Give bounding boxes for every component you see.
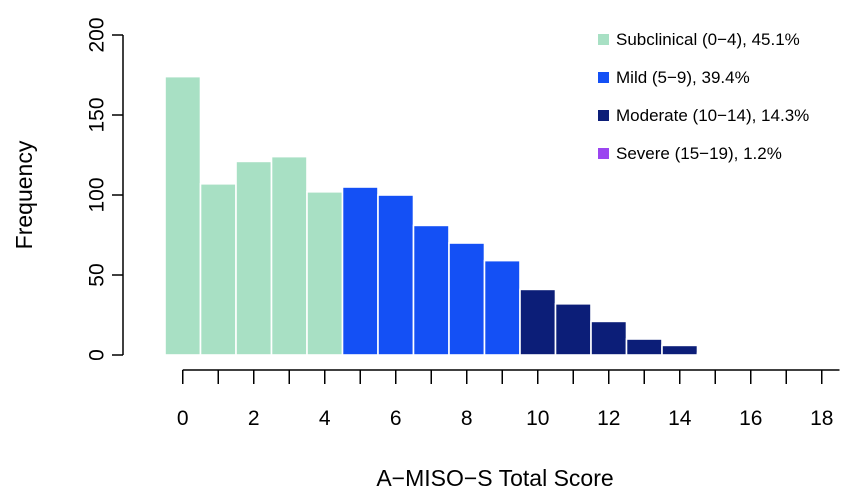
- x-tick-label-0: 0: [177, 407, 189, 430]
- x-tick-label-18: 18: [810, 407, 833, 430]
- legend: Subclinical (0−4), 45.1% Mild (5−9), 39.4…: [598, 30, 809, 163]
- y-tick-label-150: 150: [86, 97, 109, 132]
- bar-5: [341, 186, 379, 356]
- legend-label-3: Severe (15−19), 1.2%: [616, 144, 782, 163]
- bars: [164, 75, 805, 356]
- x-axis-label: A−MISO−S Total Score: [376, 465, 613, 491]
- bar-10: [519, 288, 557, 356]
- x-tick-label-2: 2: [248, 407, 260, 430]
- legend-label-2: Moderate (10−14), 14.3%: [616, 106, 809, 125]
- bar-14: [661, 344, 699, 356]
- y-tick-label-200: 200: [86, 17, 109, 52]
- bar-12: [590, 320, 628, 356]
- bar-9: [483, 259, 521, 356]
- bar-16: [732, 352, 770, 356]
- y-axis-label: Frequency: [11, 140, 37, 249]
- bar-11: [554, 302, 592, 356]
- bar-1: [199, 183, 237, 356]
- x-tick-label-8: 8: [461, 407, 473, 430]
- x-tick-label-4: 4: [319, 407, 331, 430]
- x-tick-label-10: 10: [526, 407, 549, 430]
- bar-15: [696, 352, 734, 356]
- bar-6: [377, 194, 415, 356]
- bar-3: [270, 155, 308, 356]
- bar-4: [306, 191, 344, 356]
- bar-7: [412, 224, 450, 356]
- y-axis: 0 50 100 150 200: [86, 17, 124, 361]
- bar-13: [625, 338, 663, 356]
- y-tick-label-0: 0: [86, 349, 109, 361]
- x-tick-label-16: 16: [739, 407, 762, 430]
- y-tick-label-50: 50: [86, 263, 109, 286]
- legend-swatch-2: [598, 110, 609, 121]
- bar-0: [164, 75, 202, 356]
- x-tick-label-14: 14: [668, 407, 692, 430]
- x-tick-label-6: 6: [390, 407, 402, 430]
- legend-swatch-3: [598, 148, 609, 159]
- bar-17: [767, 352, 805, 356]
- legend-label-0: Subclinical (0−4), 45.1%: [616, 30, 800, 49]
- bar-8: [448, 242, 486, 356]
- legend-label-1: Mild (5−9), 39.4%: [616, 68, 750, 87]
- legend-swatch-1: [598, 72, 609, 83]
- x-axis: 0 2 4 6 8 10 12 14 16 18: [177, 369, 840, 430]
- x-tick-label-12: 12: [597, 407, 620, 430]
- legend-swatch-0: [598, 34, 609, 45]
- y-tick-label-100: 100: [86, 177, 109, 212]
- bar-2: [235, 160, 273, 356]
